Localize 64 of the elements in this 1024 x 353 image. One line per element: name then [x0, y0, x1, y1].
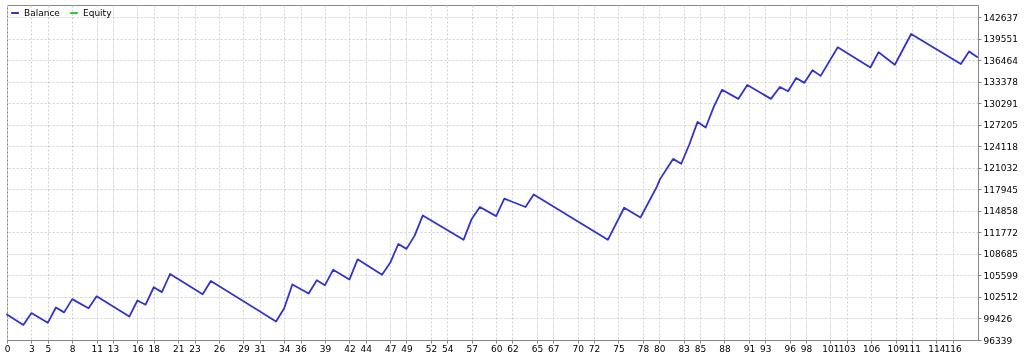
y-tick-label: 139551 — [983, 34, 1018, 45]
x-tick-label: 21 — [172, 343, 185, 353]
y-tick-label: 124118 — [983, 141, 1019, 152]
x-tick-label: 93 — [759, 343, 772, 353]
x-tick-label: 47 — [384, 343, 397, 353]
x-tick-label: 70 — [572, 343, 585, 353]
x-tick-label: 106 — [863, 343, 881, 353]
x-tick-label: 65 — [531, 343, 544, 353]
x-tick-label: 78 — [637, 343, 650, 353]
x-tick-label: 52 — [425, 343, 438, 353]
x-tick-label: 88 — [719, 343, 731, 353]
x-tick-label: 34 — [278, 343, 291, 353]
x-tick-label: 36 — [295, 343, 307, 353]
x-tick-label: 26 — [213, 343, 226, 353]
x-tick-label: 54 — [442, 343, 454, 353]
y-tick-label: 130291 — [983, 98, 1018, 109]
legend-label: Balance — [24, 8, 61, 18]
x-tick-label: 62 — [507, 343, 519, 353]
x-tick-label: 57 — [466, 343, 478, 353]
y-tick-label: 102512 — [983, 292, 1018, 303]
x-tick-label: 23 — [189, 343, 201, 353]
y-tick-label: 121032 — [983, 163, 1018, 174]
x-tick-label: 98 — [800, 343, 813, 353]
y-tick-label: 105599 — [983, 270, 1019, 281]
x-tick-label: 60 — [490, 343, 503, 353]
y-tick-label: 111772 — [983, 227, 1018, 238]
line-series — [6, 33, 979, 326]
y-tick-label: 96339 — [983, 335, 1013, 346]
x-tick-label: 85 — [694, 343, 707, 353]
x-tick-label: 114 — [928, 343, 946, 353]
x-tick-label: 72 — [588, 343, 601, 353]
x-tick-label: 8 — [69, 343, 76, 353]
y-tick-label: 127205 — [983, 120, 1018, 131]
x-tick-label: 13 — [107, 343, 120, 353]
x-tick-label: 103 — [838, 343, 856, 353]
y-tick-label: 142637 — [983, 12, 1018, 23]
x-tick-label: 91 — [743, 343, 756, 353]
x-tick-label: 80 — [654, 343, 666, 353]
x-tick-label: 116 — [944, 343, 963, 353]
x-tick-label: 0 — [4, 343, 11, 353]
y-tick-label: 136464 — [983, 55, 1019, 66]
x-tick-label: 16 — [132, 343, 144, 353]
x-tick-label: 39 — [319, 343, 332, 353]
x-tick-label: 5 — [45, 343, 52, 353]
x-tick-label: 3 — [29, 343, 35, 353]
x-tick-label: 111 — [903, 343, 922, 353]
x-tick-label: 49 — [401, 343, 413, 353]
x-tick-label: 29 — [238, 343, 250, 353]
x-tick-label: 75 — [613, 343, 625, 353]
legend-label: Equity — [83, 8, 113, 18]
x-tick-label: 83 — [678, 343, 690, 353]
x-tick-label: 11 — [91, 343, 103, 353]
y-tick-label: 117945 — [983, 184, 1018, 195]
y-tick-label: 108685 — [983, 249, 1018, 260]
x-tick-label: 96 — [784, 343, 797, 353]
x-tick-label: 31 — [254, 343, 266, 353]
y-tick-label: 114858 — [983, 206, 1019, 217]
x-tick-label: 44 — [360, 343, 373, 353]
x-tick-label: 101 — [822, 343, 840, 353]
x-tick-label: 18 — [148, 343, 161, 353]
y-tick-label: 133378 — [983, 77, 1019, 88]
y-tick-label: 99426 — [983, 313, 1013, 324]
x-tick-label: 42 — [344, 343, 356, 353]
x-tick-label: 67 — [548, 343, 560, 353]
